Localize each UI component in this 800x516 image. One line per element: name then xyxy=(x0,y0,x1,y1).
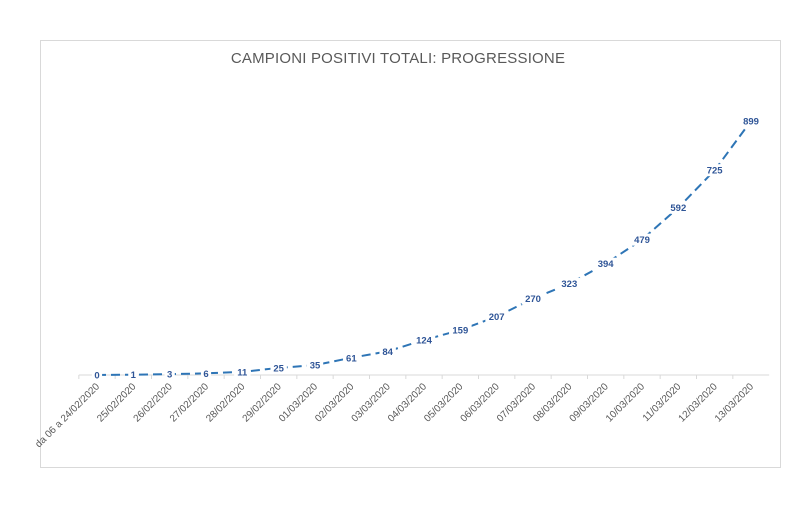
data-label: 592 xyxy=(670,203,686,214)
data-label-bg xyxy=(521,292,545,305)
data-label-bg xyxy=(412,333,436,346)
data-label-bg xyxy=(164,368,175,381)
data-label: 899 xyxy=(743,117,759,128)
data-label-bg xyxy=(630,233,654,246)
data-label: 0 xyxy=(94,371,99,382)
data-label: 6 xyxy=(203,369,208,380)
data-label: 207 xyxy=(489,312,505,323)
data-label: 479 xyxy=(634,235,650,246)
data-label: 84 xyxy=(382,347,393,358)
x-tick-label: 13/03/2020 xyxy=(713,381,756,424)
data-label-bg xyxy=(200,367,212,380)
chart-title: CAMPIONI POSITIVI TOTALI: PROGRESSIONE xyxy=(230,50,566,67)
data-label-bg xyxy=(485,310,508,323)
data-label: 394 xyxy=(598,259,615,270)
data-label-bg xyxy=(594,257,617,270)
data-label: 323 xyxy=(561,279,577,290)
data-label-bg xyxy=(667,201,690,214)
data-label-bg xyxy=(379,345,396,358)
data-label: 725 xyxy=(707,166,724,177)
data-label-bg xyxy=(343,351,360,364)
data-label: 124 xyxy=(416,335,433,346)
data-label-bg xyxy=(558,277,581,290)
x-tick-label: 10/03/2020 xyxy=(604,381,647,424)
data-label-bg xyxy=(739,115,763,127)
data-label-bg xyxy=(234,365,251,378)
data-label-bg xyxy=(449,324,472,337)
data-label: 11 xyxy=(237,367,248,378)
data-label-bg xyxy=(703,164,726,177)
data-label-bg xyxy=(128,368,139,381)
data-label: 1 xyxy=(131,370,137,381)
data-label: 61 xyxy=(346,353,357,364)
data-label: 3 xyxy=(167,370,172,381)
chart-frame xyxy=(40,40,781,468)
data-label: 35 xyxy=(310,361,321,372)
data-label: 270 xyxy=(525,294,541,305)
data-label-bg xyxy=(91,369,103,381)
data-label-bg xyxy=(306,359,324,372)
data-label-bg xyxy=(270,361,287,374)
data-label: 25 xyxy=(273,363,284,374)
x-tick-label: da 06 a 24/02/2020 xyxy=(33,381,102,450)
data-label: 159 xyxy=(452,326,468,337)
